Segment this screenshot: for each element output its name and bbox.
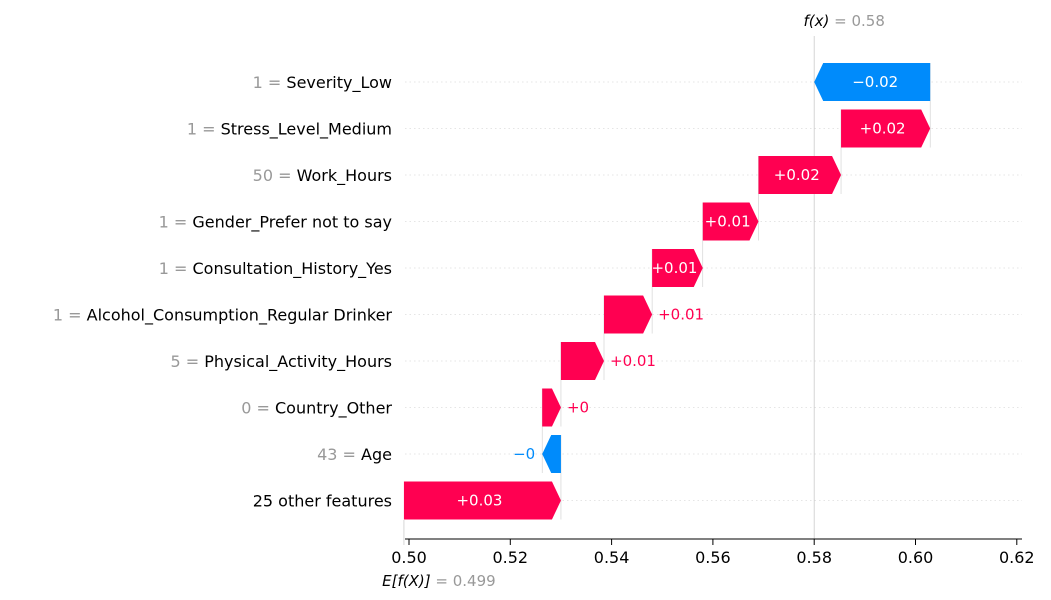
x-tick-label: 0.50 (391, 548, 427, 567)
x-axis: 0.50 0.52 0.54 0.56 0.58 0.60 0.62 (391, 538, 1035, 567)
waterfall-bar (702, 202, 759, 241)
waterfall-bar (403, 481, 561, 520)
feature-value: 1 (159, 213, 169, 232)
feature-name: 25 other features (253, 492, 392, 511)
waterfall-bar (758, 156, 842, 194)
feature-label: 1 = Stress_Level_Medium (187, 120, 392, 140)
feature-name: Alcohol_Consumption_Regular Drinker (87, 306, 393, 326)
bars-layer: −0.02 +0.02 +0.02 +0.01 +0.01 +0.01 +0.01 +0 −0 +… (403, 63, 931, 520)
feature-name: Work_Hours (297, 166, 392, 186)
bar-value-label: −0.02 (852, 73, 898, 91)
feature-label: 1 = Severity_Low (253, 73, 392, 93)
bar-value-label: +0.03 (456, 492, 502, 510)
feature-value: 1 (159, 259, 169, 278)
waterfall-bar (542, 388, 561, 427)
x-tick-label: 0.52 (492, 548, 528, 567)
waterfall-bar (814, 63, 931, 101)
feature-label: 1 = Consultation_History_Yes (159, 259, 392, 279)
bar-value-label: +0 (567, 399, 589, 417)
x-tick-label: 0.58 (796, 548, 832, 567)
feature-name: Age (361, 445, 392, 464)
annotations-layer: f(x) = 0.58 E[f(X)] = 0.499 (382, 12, 885, 590)
feature-name: Physical_Activity_Hours (204, 352, 392, 372)
output-value-annotation: f(x) = 0.58 (804, 12, 885, 30)
feature-label: 25 other features (253, 492, 392, 511)
output-label: f(x) (804, 12, 830, 30)
waterfall-bar (604, 295, 653, 334)
bar-value-label: +0.01 (705, 213, 751, 231)
feature-value: 43 (317, 445, 337, 464)
feature-label: 1 = Gender_Prefer not to say (159, 213, 392, 233)
bar-value-label: +0.01 (658, 306, 704, 324)
output-value: 0.58 (851, 12, 884, 30)
feature-value: 5 (170, 352, 180, 371)
feature-name: Severity_Low (286, 73, 392, 93)
bar-value-label: +0.01 (651, 259, 697, 277)
x-tick-label: 0.54 (594, 548, 630, 567)
bar-value-label: +0.01 (610, 352, 656, 370)
waterfall-bar (542, 435, 561, 473)
x-axis-ticks: 0.50 0.52 0.54 0.56 0.58 0.60 0.62 (391, 539, 1035, 567)
x-tick-label: 0.60 (898, 548, 934, 567)
feature-label: 43 = Age (317, 445, 392, 464)
waterfall-bar (652, 249, 703, 287)
feature-label: 5 = Physical_Activity_Hours (170, 352, 392, 372)
feature-label: 1 = Alcohol_Consumption_Regular Drinker (53, 306, 393, 326)
feature-name: Stress_Level_Medium (221, 120, 392, 140)
feature-value: 0 (241, 399, 251, 418)
feature-label: 50 = Work_Hours (253, 166, 392, 186)
feature-name: Country_Other (275, 399, 392, 419)
feature-name: Consultation_History_Yes (193, 259, 393, 279)
base-value-annotation: E[f(X)] = 0.499 (382, 572, 496, 590)
base-value: 0.499 (453, 572, 496, 590)
feature-labels-layer: 1 = Severity_Low 1 = Stress_Level_Medium 5… (53, 73, 393, 511)
feature-value: 1 (253, 73, 263, 92)
grid-layer (405, 63, 1022, 520)
base-label: E[f(X)] (382, 572, 431, 590)
x-tick-label: 0.62 (999, 548, 1035, 567)
feature-name: Gender_Prefer not to say (192, 213, 392, 233)
bar-value-label: +0.02 (774, 166, 820, 184)
bar-value-label: +0.02 (860, 120, 906, 138)
waterfall-bar (841, 109, 931, 148)
bar-value-label: −0 (513, 445, 535, 463)
feature-value: 1 (53, 306, 63, 325)
waterfall-bar (560, 342, 605, 380)
feature-value: 50 (253, 166, 273, 185)
x-tick-label: 0.56 (695, 548, 731, 567)
feature-label: 0 = Country_Other (241, 399, 392, 419)
feature-value: 1 (187, 120, 197, 139)
reference-lines (403, 36, 815, 545)
